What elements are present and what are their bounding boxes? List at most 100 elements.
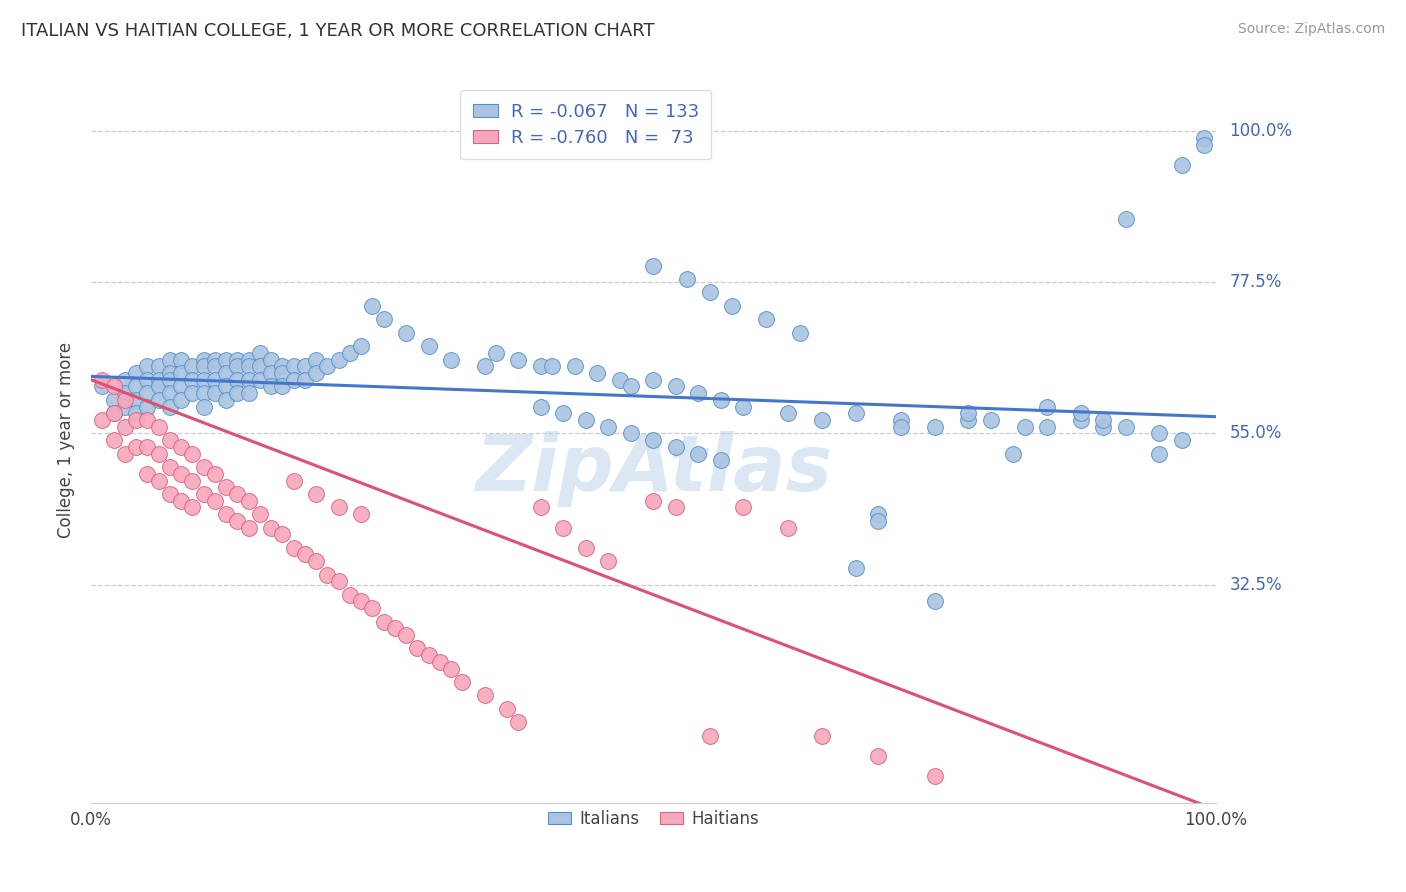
Point <box>148 474 170 488</box>
Point <box>114 447 136 461</box>
Point <box>125 413 148 427</box>
Point <box>136 373 159 387</box>
Point <box>1002 447 1025 461</box>
Point <box>249 346 271 360</box>
Point <box>170 493 193 508</box>
Point <box>136 386 159 401</box>
Point <box>181 373 204 387</box>
Point <box>418 648 440 662</box>
Point <box>1194 137 1216 152</box>
Point <box>778 520 800 534</box>
Text: ITALIAN VS HAITIAN COLLEGE, 1 YEAR OR MORE CORRELATION CHART: ITALIAN VS HAITIAN COLLEGE, 1 YEAR OR MO… <box>21 22 655 40</box>
Point <box>249 507 271 521</box>
Point <box>283 541 305 555</box>
Point <box>957 413 980 427</box>
Point <box>508 715 530 730</box>
Point <box>204 493 226 508</box>
Point <box>170 352 193 367</box>
Point <box>1171 158 1194 172</box>
Point <box>103 392 125 407</box>
Point <box>575 413 598 427</box>
Point <box>148 419 170 434</box>
Point <box>159 352 181 367</box>
Point <box>957 406 980 420</box>
Point <box>271 527 294 541</box>
Point <box>114 392 136 407</box>
Point <box>271 366 294 380</box>
Point <box>238 493 260 508</box>
Point <box>1115 419 1137 434</box>
Point <box>91 413 114 427</box>
Point <box>148 359 170 374</box>
Point <box>530 500 553 515</box>
Point <box>283 373 305 387</box>
Point <box>193 400 215 414</box>
Point <box>159 366 181 380</box>
Point <box>136 467 159 481</box>
Point <box>215 507 238 521</box>
Point <box>193 487 215 501</box>
Point <box>215 392 238 407</box>
Point <box>238 359 260 374</box>
Point <box>271 379 294 393</box>
Point <box>508 352 530 367</box>
Point <box>845 561 868 575</box>
Point <box>1194 131 1216 145</box>
Point <box>1149 447 1171 461</box>
Point <box>665 500 688 515</box>
Point <box>249 373 271 387</box>
Point <box>91 373 114 387</box>
Point <box>114 419 136 434</box>
Point <box>586 366 609 380</box>
Point <box>204 352 226 367</box>
Point <box>530 400 553 414</box>
Point <box>474 359 496 374</box>
Point <box>193 373 215 387</box>
Point <box>91 379 114 393</box>
Point <box>699 285 721 300</box>
Point <box>170 366 193 380</box>
Point <box>733 400 755 414</box>
Point <box>350 339 373 353</box>
Point <box>181 474 204 488</box>
Point <box>541 359 564 374</box>
Point <box>530 359 553 374</box>
Point <box>1014 419 1036 434</box>
Point <box>395 628 418 642</box>
Point <box>665 379 688 393</box>
Point <box>564 359 586 374</box>
Point <box>755 312 778 326</box>
Point <box>350 594 373 608</box>
Point <box>868 514 890 528</box>
Point <box>1171 433 1194 447</box>
Point <box>328 352 350 367</box>
Point <box>789 326 811 340</box>
Text: 77.5%: 77.5% <box>1230 273 1282 292</box>
Point <box>125 406 148 420</box>
Point <box>328 500 350 515</box>
Point <box>159 460 181 475</box>
Point <box>170 392 193 407</box>
Point <box>305 554 328 568</box>
Point <box>890 419 912 434</box>
Y-axis label: College, 1 year or more: College, 1 year or more <box>58 343 75 538</box>
Point <box>305 352 328 367</box>
Point <box>193 386 215 401</box>
Point <box>226 352 249 367</box>
Point <box>316 359 339 374</box>
Point <box>924 769 946 783</box>
Point <box>845 406 868 420</box>
Point <box>136 359 159 374</box>
Point <box>328 574 350 589</box>
Point <box>271 359 294 374</box>
Point <box>260 366 283 380</box>
Point <box>1149 426 1171 441</box>
Point <box>136 440 159 454</box>
Point <box>373 312 395 326</box>
Point <box>305 487 328 501</box>
Point <box>159 373 181 387</box>
Point <box>339 346 361 360</box>
Point <box>238 386 260 401</box>
Point <box>316 567 339 582</box>
Point <box>418 339 440 353</box>
